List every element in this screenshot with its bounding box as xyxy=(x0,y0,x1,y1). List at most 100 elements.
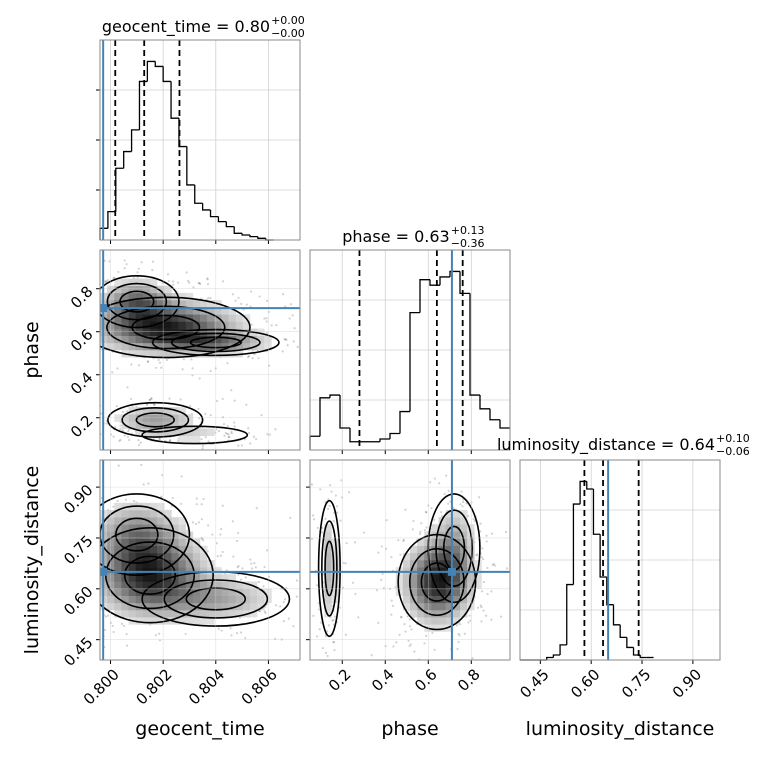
contour-luminosity_distance_vs_geocent_time-1-0 xyxy=(100,493,191,577)
sample-point xyxy=(228,435,231,439)
density-cell xyxy=(445,531,454,539)
sample-point xyxy=(15,331,17,333)
x-axis-label-geocent_time: geocent_time xyxy=(135,718,264,740)
contour-luminosity_distance_vs_phase-0-1 xyxy=(408,548,465,617)
sample-point xyxy=(168,439,172,442)
density-cell xyxy=(164,300,172,308)
sample-point xyxy=(250,290,253,293)
density-cell xyxy=(121,328,129,337)
sample-point xyxy=(433,477,436,480)
density-cell xyxy=(460,602,468,611)
sample-point xyxy=(481,558,485,561)
hist-panel-phase xyxy=(309,249,511,454)
sample-point xyxy=(243,438,246,441)
density-cell xyxy=(192,428,201,437)
sample-point xyxy=(97,310,99,312)
density-cell xyxy=(200,552,208,561)
density-cell xyxy=(207,428,215,437)
sample-point xyxy=(295,595,298,598)
density-cell xyxy=(431,567,439,575)
sample-point xyxy=(87,561,89,563)
density-cell xyxy=(438,617,447,625)
density-cell xyxy=(114,567,122,575)
sample-point xyxy=(200,503,203,506)
sample-point xyxy=(479,522,482,525)
sample-point xyxy=(206,283,210,286)
density-cell xyxy=(135,300,144,308)
ytick-label-luminosity_distance-0: 0.45 xyxy=(60,633,96,669)
density-cell xyxy=(128,610,137,618)
density-cell xyxy=(192,581,201,589)
sample-point xyxy=(95,523,97,525)
density-cell xyxy=(178,517,187,525)
sample-point xyxy=(254,566,257,569)
density-cell xyxy=(164,531,172,539)
density-cell xyxy=(135,328,144,337)
sample-point xyxy=(390,613,393,616)
hist-bar-luminosity_distance-18 xyxy=(639,654,647,659)
hist-bar-phase-8 xyxy=(389,432,400,440)
density-cell xyxy=(250,595,258,604)
density-cell xyxy=(150,595,158,604)
density-cell xyxy=(221,581,229,589)
density-cell xyxy=(214,574,222,582)
density-cell xyxy=(128,285,137,294)
sample-point xyxy=(301,594,303,596)
density-cell xyxy=(452,531,461,539)
sample-point xyxy=(50,513,52,515)
density-cell xyxy=(417,560,425,568)
density-cell xyxy=(228,588,237,597)
sample-point xyxy=(467,514,470,518)
density-cell xyxy=(128,588,137,597)
density-cell xyxy=(171,524,179,532)
sample-point xyxy=(180,475,183,478)
density-cell xyxy=(431,617,439,625)
density-cell xyxy=(135,285,144,294)
sample-point xyxy=(137,444,141,447)
sample-point xyxy=(113,276,116,279)
sample-point xyxy=(104,280,107,284)
density-cell xyxy=(121,278,129,287)
density-cell xyxy=(431,602,439,611)
density-cell xyxy=(228,581,237,589)
density-cell xyxy=(417,538,425,547)
density-cell xyxy=(142,278,151,287)
sample-point xyxy=(88,529,90,531)
sample-point xyxy=(191,367,194,370)
sample-point xyxy=(126,435,130,439)
sample-point xyxy=(326,630,329,633)
density-cell xyxy=(157,421,165,429)
sample-point xyxy=(287,617,290,620)
hist-bar-geocent_time-4 xyxy=(130,129,140,152)
density-cell xyxy=(121,552,129,561)
density-cell xyxy=(128,335,137,344)
density-cell xyxy=(452,588,461,597)
sample-point xyxy=(230,634,233,637)
sample-point xyxy=(363,531,366,534)
sample-point xyxy=(490,590,493,593)
sample-point xyxy=(90,632,92,634)
sample-point xyxy=(186,529,189,532)
density-cell xyxy=(128,278,137,287)
sample-point xyxy=(410,628,413,631)
sample-point xyxy=(409,643,412,646)
sample-point xyxy=(201,537,204,541)
density-cell xyxy=(185,581,194,589)
sample-point xyxy=(402,538,405,542)
hist-bar-phase-16 xyxy=(469,293,480,396)
sample-point xyxy=(244,576,247,579)
density-cell xyxy=(402,552,411,561)
density-cell xyxy=(192,300,201,308)
sample-point xyxy=(112,277,115,280)
sample-point xyxy=(333,648,336,652)
contour-phase_vs_geocent_time-3-1 xyxy=(121,407,190,433)
sample-point xyxy=(237,564,240,568)
density-cell xyxy=(228,307,237,315)
sample-point xyxy=(265,317,268,320)
sample-point xyxy=(95,550,97,552)
density-cell xyxy=(410,610,418,618)
density-cell xyxy=(192,321,201,329)
sample-point xyxy=(333,615,336,618)
density-cell xyxy=(207,574,215,582)
density-cell xyxy=(207,307,215,315)
